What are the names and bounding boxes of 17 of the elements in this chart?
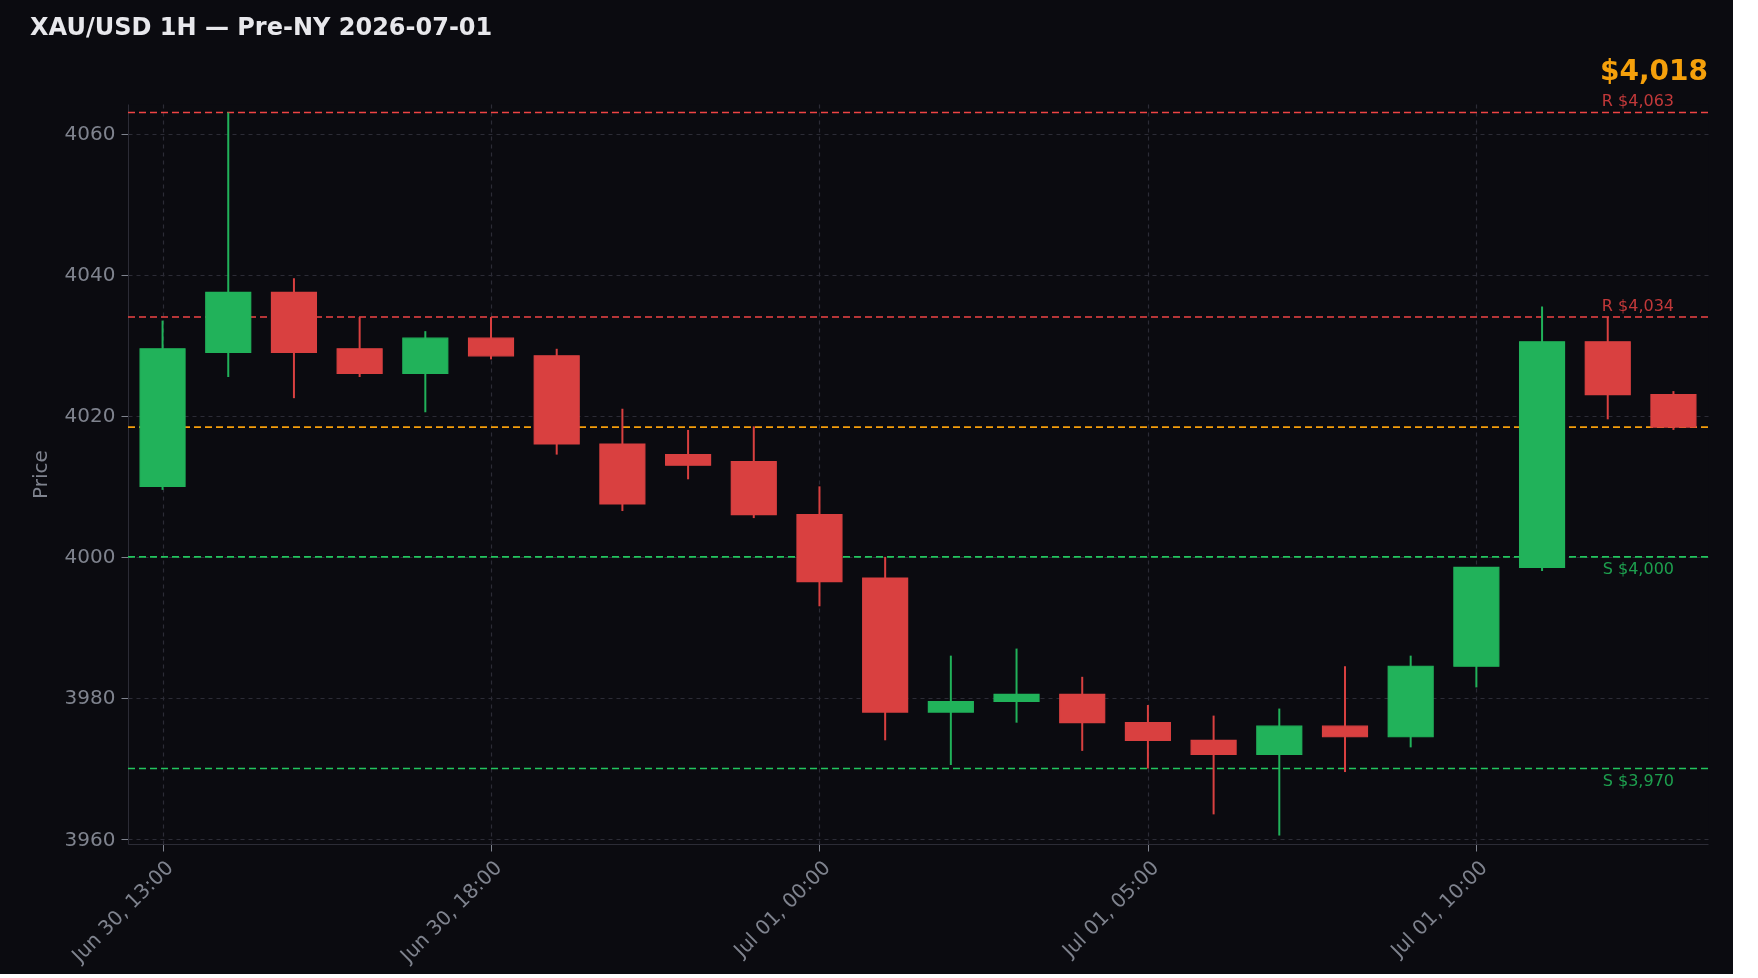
text: $4,018 xyxy=(1599,54,1708,87)
ref-line-label: S $3,970 xyxy=(1602,770,1674,790)
y-tick-label: 4000 xyxy=(64,544,116,569)
y-tick-label: 3980 xyxy=(64,685,116,710)
y-axis-title: Price xyxy=(27,450,52,499)
ref-line-label: R $4,063 xyxy=(1601,91,1674,111)
candlestick xyxy=(927,654,974,766)
ref-line-label: S $4,000 xyxy=(1602,558,1674,578)
y-tick-label: 3960 xyxy=(64,826,116,851)
chart-title: XAU/USD 1H — Pre-NY 2026-07-01 xyxy=(30,13,493,41)
candlestick xyxy=(1190,714,1237,816)
candlestick xyxy=(993,647,1040,724)
y-tick-label: 4020 xyxy=(64,403,116,428)
ref-line-label: R $4,034 xyxy=(1601,296,1674,316)
y-tick-label: 4040 xyxy=(64,262,116,287)
y-tick-label: 4060 xyxy=(64,121,116,146)
candlestick xyxy=(1321,665,1369,774)
